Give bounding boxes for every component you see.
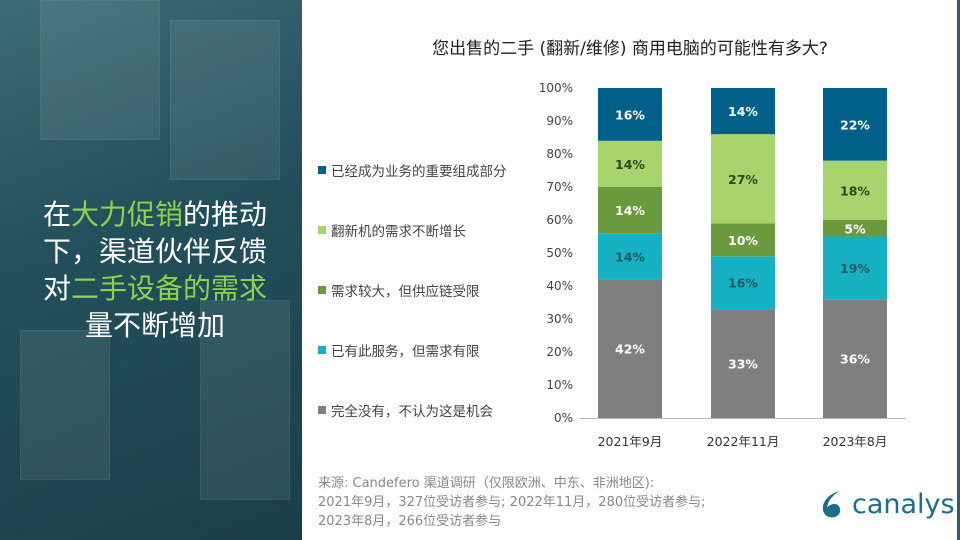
bar-segment <box>711 223 775 257</box>
legend: 已经成为业务的重要组成部分 翻新机的需求不断增长 需求较大，但供应链受限 已有此服务，… <box>318 140 507 440</box>
legend-label: 需求较大，但供应链受限 <box>331 284 480 300</box>
source-note: 来源: Candefero 渠道调研（仅限欧洲、中东、非洲地区): 2021年9… <box>318 474 706 531</box>
headline-text: 下，渠道伙伴反馈 <box>42 235 267 268</box>
data-label: 5% <box>844 221 866 236</box>
data-label: 14% <box>728 104 758 119</box>
bar-segment <box>823 160 887 220</box>
headline-text: 对 <box>42 272 71 305</box>
legend-item: 已经成为业务的重要组成部分 <box>318 140 507 200</box>
data-label: 16% <box>615 107 645 122</box>
source-line: 2023年8月，266位受访者参与 <box>318 514 502 529</box>
data-label: 19% <box>840 261 870 276</box>
x-tick-label: 2022年11月 <box>707 434 780 449</box>
y-tick-label: 10% <box>546 378 573 392</box>
x-tick-label: 2021年9月 <box>598 434 663 449</box>
bar-segment <box>823 236 887 300</box>
legend-item: 翻新机的需求不断增长 <box>318 200 507 260</box>
y-tick-label: 80% <box>546 147 573 161</box>
headline-text: 的推动 <box>183 198 268 231</box>
legend-swatch <box>318 226 326 234</box>
bar-segment <box>598 279 662 418</box>
y-tick-label: 30% <box>546 312 573 326</box>
legend-label: 翻新机的需求不断增长 <box>331 224 466 240</box>
legend-label: 已经成为业务的重要组成部分 <box>331 164 507 180</box>
headline-highlight: 大力促销 <box>70 198 183 231</box>
y-tick-label: 40% <box>546 279 573 293</box>
bar-segment <box>598 233 662 280</box>
canalys-logo-icon <box>822 491 841 518</box>
data-label: 42% <box>615 342 645 357</box>
bar-segment <box>598 140 662 187</box>
data-label: 14% <box>615 157 645 172</box>
bar-segment <box>711 256 775 310</box>
bar-segment <box>598 88 662 141</box>
data-label: 10% <box>728 233 758 248</box>
x-tick-label: 2023年8月 <box>823 434 888 449</box>
legend-swatch <box>318 166 326 174</box>
legend-swatch <box>318 406 326 414</box>
background-photo-panel: 在大力促销的推动下，渠道伙伴反馈 对二手设备的需求量不断增加 <box>0 0 302 540</box>
source-line: 来源: Candefero 渠道调研（仅限欧洲、中东、非洲地区): <box>318 476 655 491</box>
bar-segment <box>711 309 775 418</box>
headline-text: 量不断增加 <box>84 309 225 342</box>
legend-item: 需求较大，但供应链受限 <box>318 260 507 320</box>
y-tick-label: 100% <box>539 81 573 95</box>
canalys-logo: canalys <box>818 488 955 520</box>
data-label: 22% <box>840 117 870 132</box>
source-line: 2021年9月，327位受访者参与; 2022年11月，280位受访者参与; <box>318 495 706 510</box>
bar-segment <box>711 88 775 135</box>
data-label: 14% <box>615 203 645 218</box>
legend-label: 完全没有，不认为这是机会 <box>331 404 493 420</box>
y-tick-label: 0% <box>554 411 573 425</box>
data-label: 27% <box>728 172 758 187</box>
legend-item: 完全没有，不认为这是机会 <box>318 380 507 440</box>
data-label: 18% <box>840 183 870 198</box>
data-label: 36% <box>840 352 870 367</box>
y-tick-label: 90% <box>546 114 573 128</box>
edge-bar <box>957 0 960 540</box>
y-tick-label: 50% <box>546 246 573 260</box>
headline: 在大力促销的推动下，渠道伙伴反馈 对二手设备的需求量不断增加 <box>10 196 300 344</box>
legend-swatch <box>318 286 326 294</box>
y-tick-label: 70% <box>546 180 573 194</box>
data-label: 16% <box>728 276 758 291</box>
bar-segment <box>711 134 775 224</box>
bar-segment <box>823 299 887 418</box>
headline-text: 在 <box>42 198 71 231</box>
chart-title: 您出售的二手 (翻新/维修) 商用电脑的可能性有多大? <box>432 39 828 59</box>
legend-label: 已有此服务，但需求有限 <box>331 344 480 360</box>
y-tick-label: 60% <box>546 213 573 227</box>
data-label: 14% <box>615 249 645 264</box>
bar-segment <box>823 220 887 237</box>
legend-swatch <box>318 346 326 354</box>
data-label: 33% <box>728 357 758 372</box>
legend-item: 已有此服务，但需求有限 <box>318 320 507 380</box>
y-tick-label: 20% <box>546 345 573 359</box>
bar-segment <box>598 187 662 234</box>
headline-highlight: 二手设备的需求 <box>71 272 268 305</box>
bar-segment <box>823 88 887 161</box>
